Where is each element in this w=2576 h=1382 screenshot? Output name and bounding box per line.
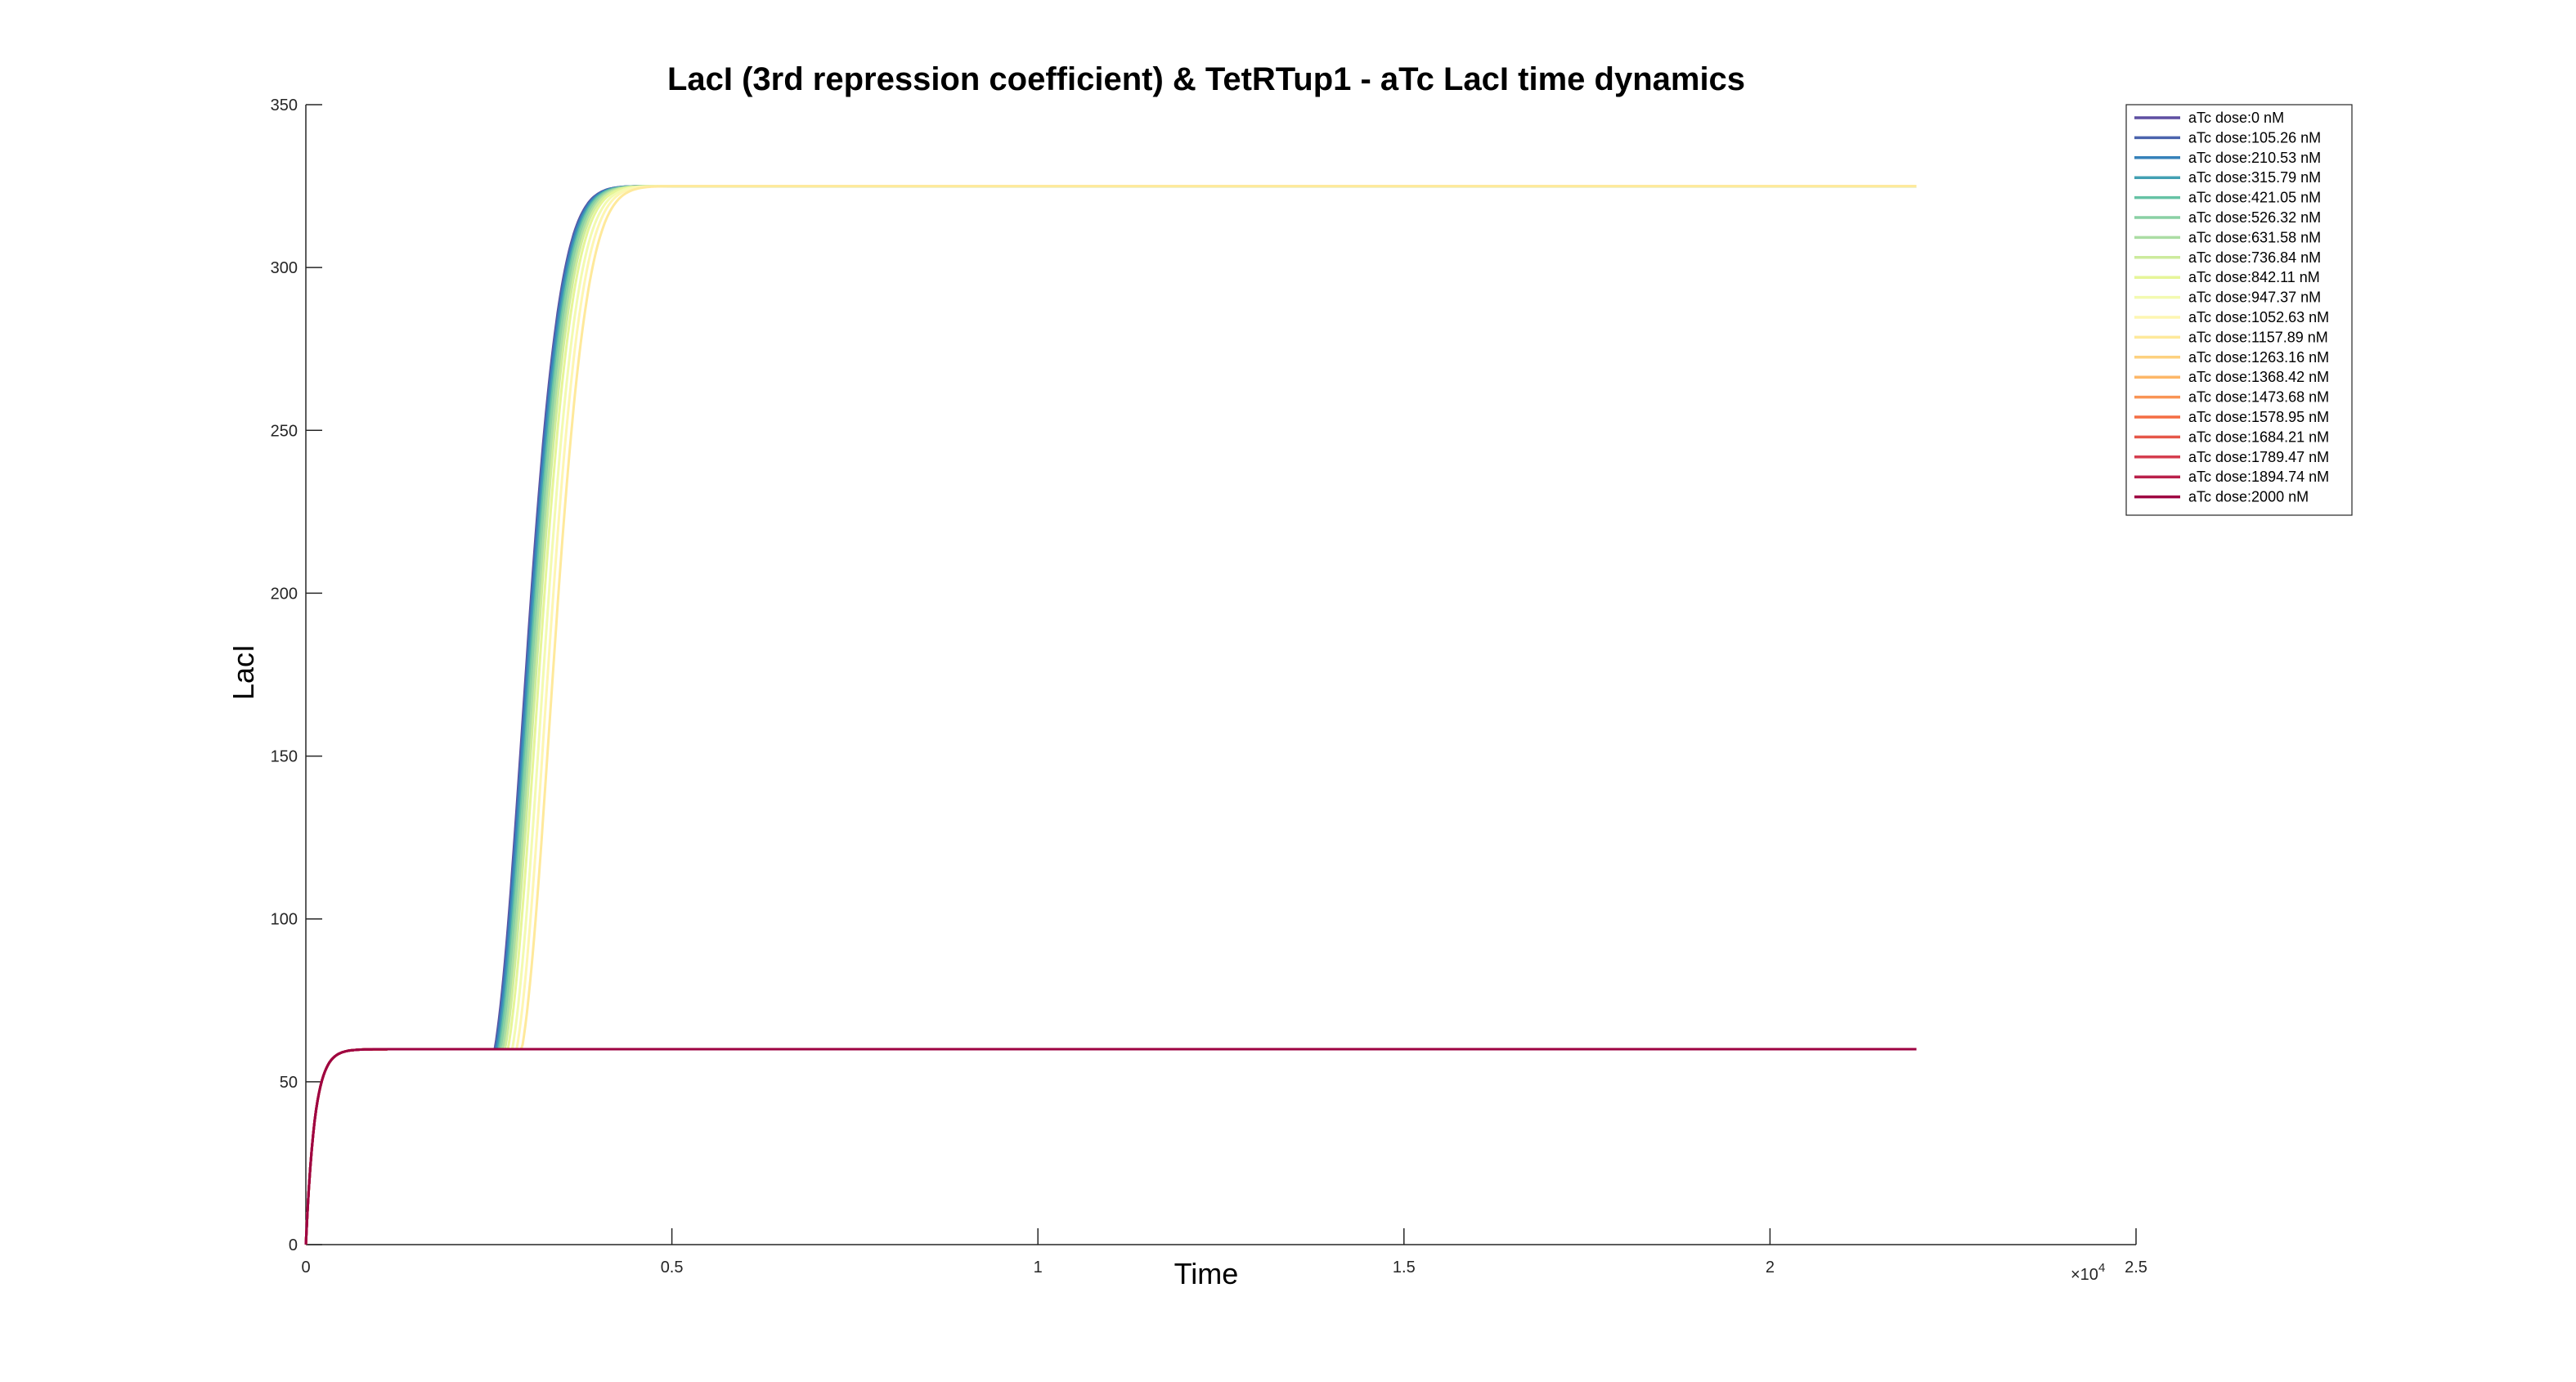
legend-item: aTc dose:421.05 nM <box>2134 190 2321 206</box>
legend-label: aTc dose:105.26 nM <box>2188 129 2321 146</box>
legend-box <box>2125 104 2353 516</box>
legend-label: aTc dose:210.53 nM <box>2188 150 2321 166</box>
legend-item: aTc dose:1894.74 nM <box>2134 469 2329 485</box>
series-line <box>304 185 1917 1245</box>
y-tick-label: 100 <box>271 911 298 929</box>
y-tick-label: 300 <box>271 259 298 277</box>
y-tick-label: 250 <box>271 422 298 440</box>
legend-item: aTc dose:842.11 nM <box>2134 269 2320 285</box>
legend-label: aTc dose:1473.68 nM <box>2188 389 2329 406</box>
legend-label: aTc dose:736.84 nM <box>2188 249 2321 266</box>
x-tick-label: 0 <box>301 1259 310 1277</box>
y-axis-ticks: 0 50 100 150 200 250 300 350 <box>271 96 322 1254</box>
x-axis-exponent: ×104 <box>2071 1261 2105 1284</box>
series-line <box>304 1048 1917 1245</box>
series-line <box>304 185 1917 1245</box>
legend-label: aTc dose:1684.21 nM <box>2188 429 2329 445</box>
legend-label: aTc dose:1578.95 nM <box>2188 409 2329 425</box>
x-exponent-power: 4 <box>2098 1261 2105 1275</box>
legend-item: aTc dose:1263.16 nM <box>2134 349 2329 366</box>
series-line <box>304 1048 1917 1245</box>
x-tick-label: 2 <box>1766 1259 1775 1277</box>
legend-item: aTc dose:947.37 nM <box>2134 289 2321 306</box>
x-tick-label: 1 <box>1034 1259 1043 1277</box>
legend-item: aTc dose:1789.47 nM <box>2134 449 2329 465</box>
legend-item: aTc dose:1368.42 nM <box>2134 369 2329 385</box>
legend-label: aTc dose:842.11 nM <box>2188 269 2320 285</box>
legend-label: aTc dose:1263.16 nM <box>2188 349 2329 366</box>
legend-label: aTc dose:631.58 nM <box>2188 229 2321 245</box>
y-tick-label: 350 <box>271 96 298 114</box>
legend-label: aTc dose:526.32 nM <box>2188 209 2321 226</box>
legend-label: aTc dose:0 nM <box>2188 110 2284 126</box>
y-axis-label: LacI <box>227 644 260 700</box>
series-line <box>304 185 1917 1245</box>
legend-label: aTc dose:1368.42 nM <box>2188 369 2329 385</box>
series-line <box>304 185 1917 1245</box>
legend-item: aTc dose:2000 nM <box>2134 489 2309 505</box>
series-line <box>304 1048 1917 1245</box>
series-line <box>304 185 1917 1245</box>
series-line <box>304 185 1917 1245</box>
y-tick-label: 150 <box>271 748 298 766</box>
x-axis-label: Time <box>1174 1257 1239 1290</box>
series-line <box>304 1048 1917 1245</box>
plot-area: 0 0.5 1 1.5 2 2.5 0 50 100 150 200 250 300 350 <box>271 96 2147 1277</box>
legend-item: aTc dose:1684.21 nM <box>2134 429 2329 445</box>
legend-label: aTc dose:1052.63 nM <box>2188 309 2329 325</box>
series-line <box>304 185 1917 1245</box>
legend-label: aTc dose:1157.89 nM <box>2188 329 2328 345</box>
series-line <box>304 1048 1917 1245</box>
legend-item: aTc dose:105.26 nM <box>2134 129 2321 146</box>
legend-label: aTc dose:1894.74 nM <box>2188 469 2329 485</box>
series-line <box>304 185 1917 1245</box>
x-tick-label: 1.5 <box>1393 1259 1416 1277</box>
legend-item: aTc dose:526.32 nM <box>2134 209 2321 226</box>
y-tick-label: 0 <box>289 1236 298 1254</box>
series-line <box>304 185 1917 1245</box>
legend-item: aTc dose:1473.68 nM <box>2134 389 2329 406</box>
chart-title: LacI (3rd repression coefficient) & TetR… <box>667 61 1745 97</box>
legend-item: aTc dose:210.53 nM <box>2134 150 2321 166</box>
legend-entries: aTc dose:0 nM aTc dose:105.26 nM aTc dose:… <box>2134 110 2329 505</box>
y-tick-label: 200 <box>271 585 298 603</box>
series-line <box>304 1048 1917 1245</box>
x-tick-label: 2.5 <box>2125 1259 2147 1277</box>
series-lines <box>304 185 1917 1245</box>
legend-label: aTc dose:421.05 nM <box>2188 190 2321 206</box>
series-line <box>304 185 1917 1245</box>
legend-item: aTc dose:1052.63 nM <box>2134 309 2329 325</box>
legend-label: aTc dose:315.79 nM <box>2188 169 2321 186</box>
series-line <box>304 185 1917 1245</box>
legend-item: aTc dose:1157.89 nM <box>2134 329 2328 345</box>
legend-label: aTc dose:2000 nM <box>2188 489 2309 505</box>
x-axis-ticks: 0 0.5 1 1.5 2 2.5 <box>301 1228 2147 1277</box>
x-tick-label: 0.5 <box>661 1259 684 1277</box>
legend-item: aTc dose:0 nM <box>2134 110 2284 126</box>
legend-label: aTc dose:1789.47 nM <box>2188 449 2329 465</box>
legend-item: aTc dose:315.79 nM <box>2134 169 2321 186</box>
y-tick-label: 50 <box>280 1074 298 1092</box>
series-line <box>304 1048 1917 1245</box>
legend: aTc dose:0 nM aTc dose:105.26 nM aTc dose:… <box>2125 104 2353 516</box>
legend-label: aTc dose:947.37 nM <box>2188 289 2321 306</box>
legend-item: aTc dose:1578.95 nM <box>2134 409 2329 425</box>
series-line <box>304 185 1917 1245</box>
x-exponent-base: ×10 <box>2071 1266 2098 1284</box>
legend-item: aTc dose:736.84 nM <box>2134 249 2321 266</box>
legend-item: aTc dose:631.58 nM <box>2134 229 2321 245</box>
series-line <box>304 1048 1917 1245</box>
